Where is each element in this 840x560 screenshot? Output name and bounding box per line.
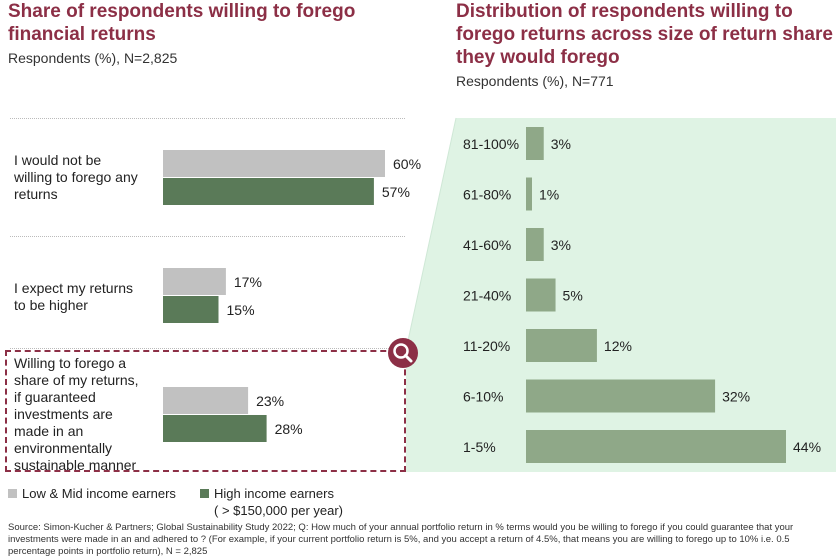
- bar-value-label: 57%: [382, 184, 410, 200]
- distribution-value-label: 3%: [551, 237, 571, 253]
- left-chart-title: Share of respondents willing to forego f…: [8, 1, 356, 45]
- left-chart-subtitle: Respondents (%), N=2,825: [8, 50, 178, 66]
- distribution-category-label: 1-5%: [463, 439, 496, 455]
- bar-high-income: [163, 415, 267, 442]
- distribution-bar: [526, 127, 544, 160]
- distribution-category-label: 61-80%: [463, 187, 511, 203]
- distribution-value-label: 12%: [604, 338, 632, 354]
- bar-high-income: [163, 178, 374, 205]
- distribution-bar: [526, 177, 532, 211]
- right-chart-title: Distribution of respondents willing to f…: [456, 1, 833, 68]
- distribution-bar: [526, 329, 597, 362]
- bar-low-income: [163, 387, 249, 414]
- distribution-bar: [526, 228, 544, 261]
- distribution-value-label: 1%: [539, 187, 559, 203]
- distribution-bar: [526, 379, 716, 413]
- legend-high-note: ( > $150,000 per year): [214, 503, 343, 518]
- distribution-bar: [526, 278, 556, 312]
- bar-value-label: 17%: [234, 274, 262, 290]
- bar-value-label: 15%: [227, 302, 255, 318]
- right-chart-subtitle: Respondents (%), N=771: [456, 73, 614, 89]
- section-divider: [10, 348, 405, 349]
- distribution-value-label: 5%: [563, 288, 583, 304]
- distribution-value-label: 3%: [551, 136, 571, 152]
- legend-low-swatch: [8, 489, 17, 498]
- bar-low-income: [163, 268, 226, 295]
- legend-low-income: Low & Mid income earners: [8, 486, 176, 501]
- question-label: Willing to forego a share of my returns,…: [14, 355, 139, 473]
- bar-low-income: [163, 150, 385, 177]
- bar-high-income: [163, 296, 219, 323]
- question-label: I would not be willing to forego any ret…: [14, 152, 138, 202]
- section-divider: [10, 118, 405, 119]
- distribution-category-label: 81-100%: [463, 136, 519, 152]
- legend-high-income: High income earners ( > $150,000 per yea…: [200, 486, 343, 518]
- distribution-category-label: 6-10%: [463, 389, 503, 405]
- legend-low-label: Low & Mid income earners: [22, 486, 176, 501]
- legend-high-swatch: [200, 489, 209, 498]
- bar-value-label: 28%: [275, 421, 303, 437]
- source-footnote: Source: Simon-Kucher & Partners; Global …: [8, 522, 794, 557]
- distribution-value-label: 44%: [793, 439, 821, 455]
- distribution-value-label: 32%: [722, 389, 750, 405]
- bar-value-label: 60%: [393, 156, 421, 172]
- magnifier-icon: [388, 338, 418, 368]
- distribution-category-label: 11-20%: [463, 338, 510, 354]
- question-label: I expect my returns to be higher: [14, 280, 134, 313]
- bar-value-label: 23%: [256, 393, 284, 409]
- distribution-bar: [526, 430, 786, 463]
- highlight-box: [5, 350, 406, 472]
- legend-high-label: High income earners: [214, 486, 334, 501]
- distribution-category-label: 21-40%: [463, 288, 511, 304]
- distribution-category-label: 41-60%: [463, 237, 511, 253]
- section-divider: [10, 236, 405, 237]
